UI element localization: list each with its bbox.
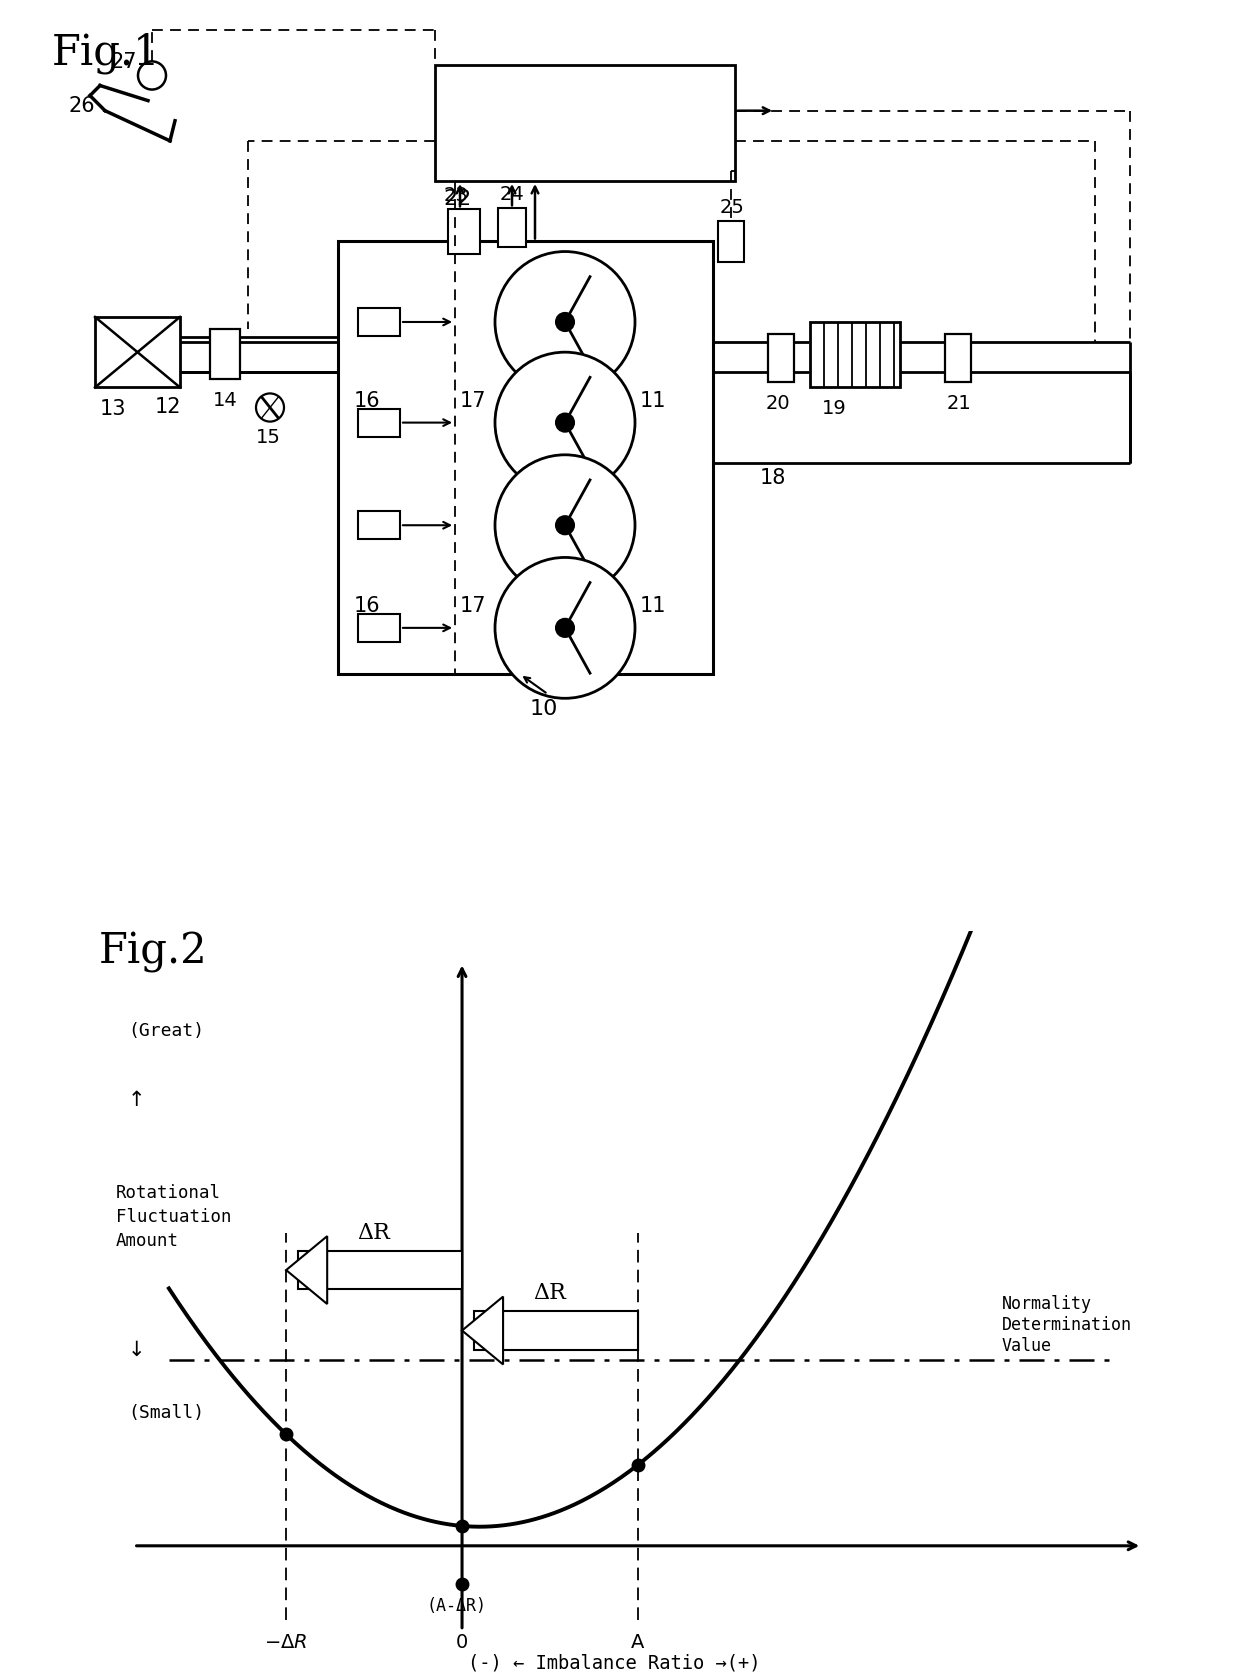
Text: 26: 26 (68, 96, 94, 116)
Circle shape (495, 557, 635, 698)
Bar (945, 334, 971, 382)
Bar (358, 309, 401, 335)
Text: ΔR: ΔR (533, 1281, 567, 1305)
Bar (435, 65, 735, 181)
Circle shape (255, 394, 284, 421)
Text: 13: 13 (100, 399, 126, 419)
Bar (810, 322, 900, 387)
Text: 17: 17 (460, 595, 486, 615)
Circle shape (556, 414, 574, 431)
Text: (-) ← Imbalance Ratio →(+): (-) ← Imbalance Ratio →(+) (469, 1654, 760, 1674)
Bar (718, 221, 744, 262)
Text: 27: 27 (110, 52, 136, 72)
Text: 12: 12 (155, 397, 181, 418)
Bar (358, 511, 401, 540)
Text: 16: 16 (353, 595, 381, 615)
Text: 10: 10 (529, 699, 558, 719)
Text: (Small): (Small) (128, 1404, 203, 1422)
Text: 11: 11 (640, 391, 667, 411)
Text: 11: 11 (640, 595, 667, 615)
Text: 24: 24 (500, 184, 525, 205)
Text: 20: 20 (766, 394, 791, 414)
Text: ↓: ↓ (128, 1340, 145, 1360)
Circle shape (138, 62, 166, 89)
Text: 23: 23 (444, 186, 469, 205)
Text: 16: 16 (353, 391, 381, 411)
Text: 14: 14 (213, 391, 238, 411)
Text: $-\Delta R$: $-\Delta R$ (264, 1633, 308, 1652)
Text: (Great): (Great) (128, 1023, 203, 1040)
Text: 25: 25 (720, 198, 745, 218)
Polygon shape (463, 1296, 503, 1365)
Text: Fig.2: Fig.2 (98, 931, 207, 973)
Bar (474, 1311, 637, 1350)
Text: Rotational
Fluctuation
Amount: Rotational Fluctuation Amount (117, 1184, 232, 1249)
Circle shape (495, 454, 635, 595)
Bar (210, 329, 241, 379)
Text: ΔR: ΔR (357, 1221, 391, 1244)
Text: 15: 15 (255, 428, 280, 446)
Bar (498, 208, 526, 247)
Text: 18: 18 (760, 468, 786, 488)
Text: Normality
Determination
Value: Normality Determination Value (1002, 1295, 1131, 1355)
Text: 21: 21 (947, 394, 972, 414)
Text: 22: 22 (443, 190, 471, 210)
Text: Fig.1: Fig.1 (52, 32, 160, 74)
Circle shape (556, 314, 574, 330)
Bar (358, 614, 401, 642)
Bar (298, 1251, 463, 1290)
Bar (358, 409, 401, 436)
Bar (339, 241, 713, 674)
Text: A: A (631, 1633, 645, 1652)
Bar (448, 210, 480, 253)
Text: ↑: ↑ (128, 1090, 145, 1110)
Text: (A-ΔR): (A-ΔR) (427, 1597, 486, 1615)
Text: 19: 19 (822, 399, 847, 419)
Text: 0: 0 (456, 1633, 469, 1652)
Bar (95, 317, 180, 387)
Circle shape (556, 619, 574, 637)
Bar (768, 334, 794, 382)
Circle shape (495, 352, 635, 493)
Circle shape (495, 252, 635, 392)
Text: 17: 17 (460, 391, 486, 411)
Polygon shape (286, 1236, 327, 1305)
Circle shape (556, 517, 574, 535)
